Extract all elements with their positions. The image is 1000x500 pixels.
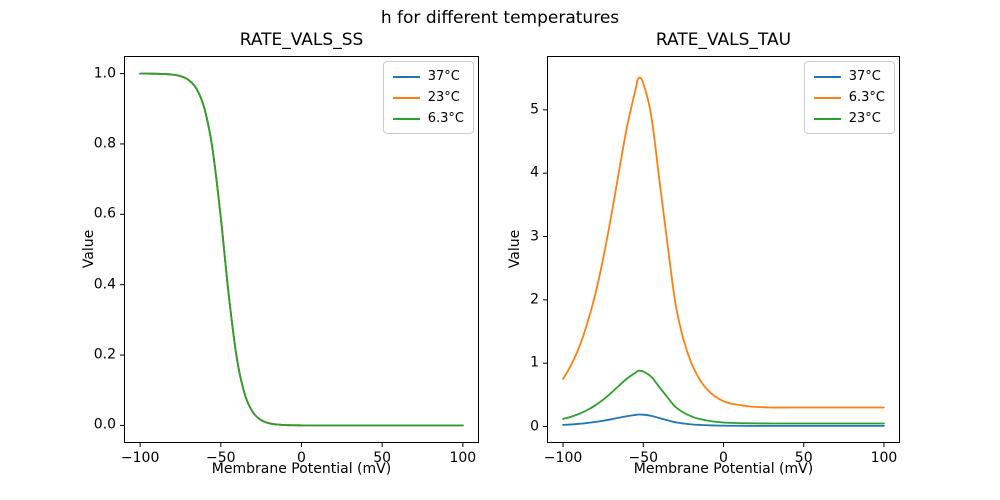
legend-entry: 6.3°C	[813, 87, 885, 108]
x-axis-label-right: Membrane Potential (mV)	[633, 461, 814, 477]
legend-label: 37°C	[848, 69, 881, 84]
y-tick-label: 1.0	[93, 65, 116, 82]
plot-canvas	[543, 56, 900, 447]
legend-line-sample	[813, 75, 841, 78]
y-axis-label-right: Value	[507, 229, 523, 269]
plot-area-rate-vals-tau: −100 −50 0 50 100 0 1 2 3 4 5 37°C 6.3°C 23°C	[530, 56, 900, 466]
legend-line-sample	[392, 75, 420, 78]
y-tick-label: 1	[530, 354, 539, 371]
plot-area-rate-vals-ss: −100 −50 0 50 100 0.0 0.2 0.4 0.6 0.8 1.0 37°C 23°C 6…	[94, 56, 479, 466]
figure-title: h for different temperatures	[380, 8, 620, 28]
legend-line-sample	[392, 117, 420, 120]
x-tick-label: 0	[297, 450, 306, 466]
y-tick-label: 0.4	[93, 276, 116, 293]
axes-frame	[547, 56, 900, 443]
curve-6.3°C	[139, 72, 464, 427]
legend-entry: 23°C	[392, 87, 464, 108]
y-tick-label: 0	[530, 418, 539, 435]
plot-canvas	[120, 56, 479, 447]
y-tick-label: 0.0	[93, 416, 116, 433]
legend-line-sample	[813, 117, 841, 120]
x-tick-label: 100	[870, 450, 898, 466]
x-tick-label: −50	[628, 450, 659, 466]
legend-entry: 23°C	[813, 108, 885, 129]
legend-entry: 37°C	[392, 66, 464, 87]
y-tick-label: 3	[530, 228, 539, 244]
x-tick-label: −50	[206, 450, 236, 466]
legend: 37°C 23°C 6.3°C	[382, 61, 474, 134]
axes-frame	[124, 56, 479, 443]
y-tick-label: 0.2	[93, 346, 116, 363]
x-tick-label: −100	[543, 450, 583, 466]
legend: 37°C 6.3°C 23°C	[803, 61, 895, 134]
legend-label: 6.3°C	[427, 111, 464, 126]
legend-label: 23°C	[848, 111, 881, 126]
legend-line-sample	[813, 96, 841, 99]
curve-6.3°C	[562, 76, 885, 409]
legend-label: 23°C	[427, 90, 460, 105]
y-tick-label: 0.8	[93, 135, 116, 152]
y-tick-label: 2	[530, 291, 539, 308]
x-axis-label-left: Membrane Potential (mV)	[211, 461, 392, 477]
curve-37°C	[562, 413, 885, 427]
subplot-title-rate-vals-tau: RATE_VALS_TAU	[655, 30, 792, 50]
legend-label: 37°C	[427, 69, 460, 84]
y-axis-label-left: Value	[81, 229, 97, 269]
y-tick-label: 5	[530, 101, 539, 118]
legend-entry: 37°C	[813, 66, 885, 87]
legend-line-sample	[392, 96, 420, 99]
x-tick-label: 50	[794, 450, 813, 466]
x-tick-label: −100	[120, 450, 160, 466]
y-tick-label: 0.6	[93, 205, 116, 222]
curve-23°C	[562, 369, 885, 425]
x-tick-label: 50	[373, 450, 392, 466]
y-tick-label: 4	[530, 164, 539, 181]
legend-label: 6.3°C	[848, 90, 885, 105]
subplot-title-rate-vals-ss: RATE_VALS_SS	[239, 30, 364, 50]
x-tick-label: 0	[719, 450, 728, 466]
legend-entry: 6.3°C	[392, 108, 464, 129]
x-tick-label: 100	[449, 450, 477, 466]
